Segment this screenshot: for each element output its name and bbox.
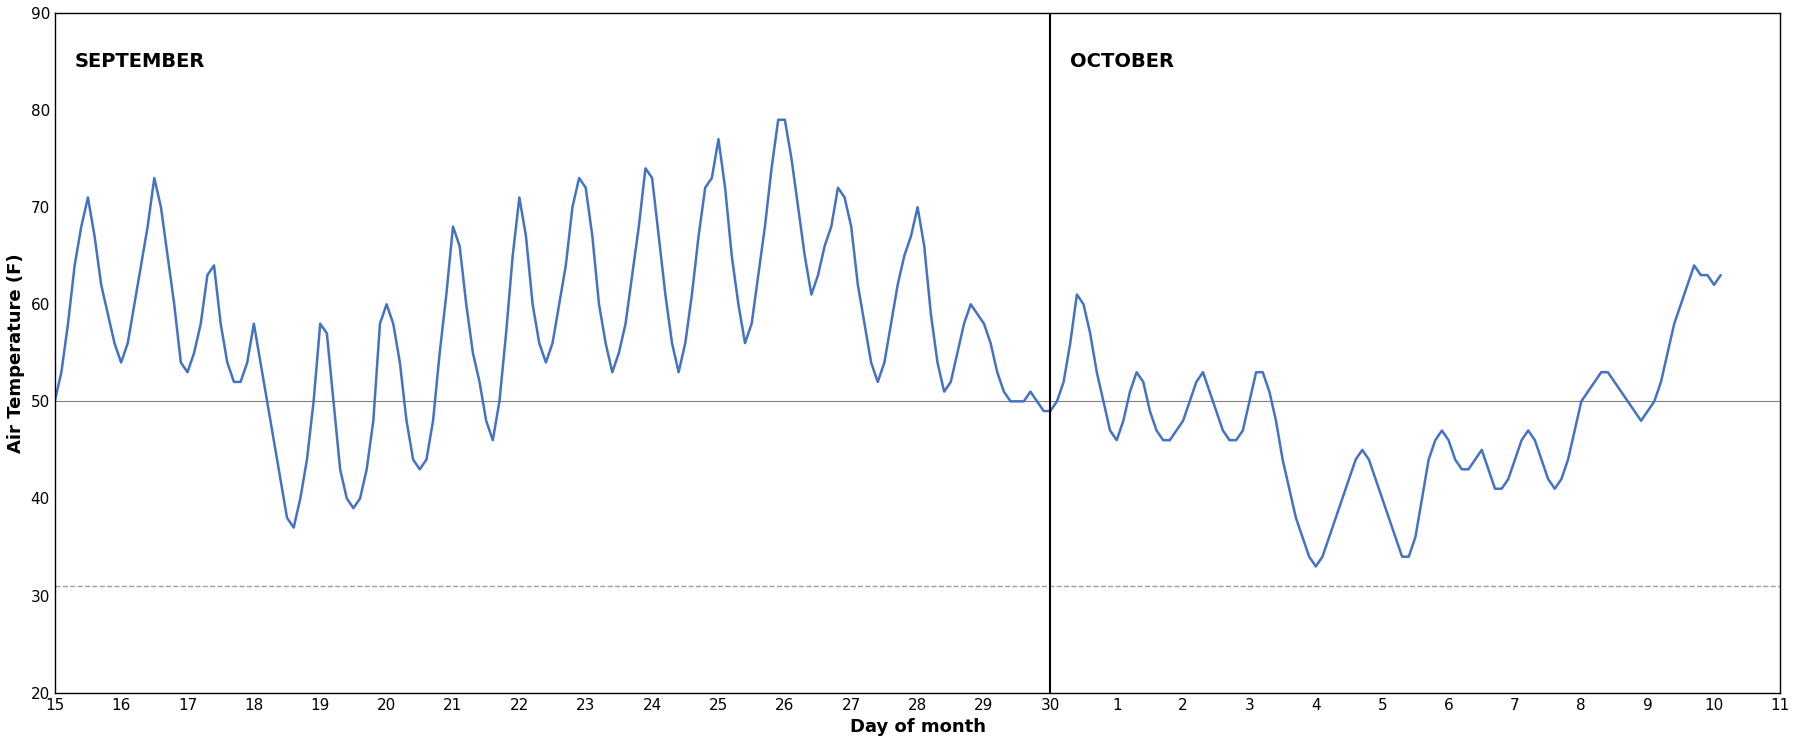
X-axis label: Day of month: Day of month xyxy=(850,718,985,736)
Text: OCTOBER: OCTOBER xyxy=(1071,52,1173,71)
Text: SEPTEMBER: SEPTEMBER xyxy=(75,52,205,71)
Y-axis label: Air Temperature (F): Air Temperature (F) xyxy=(7,253,25,452)
